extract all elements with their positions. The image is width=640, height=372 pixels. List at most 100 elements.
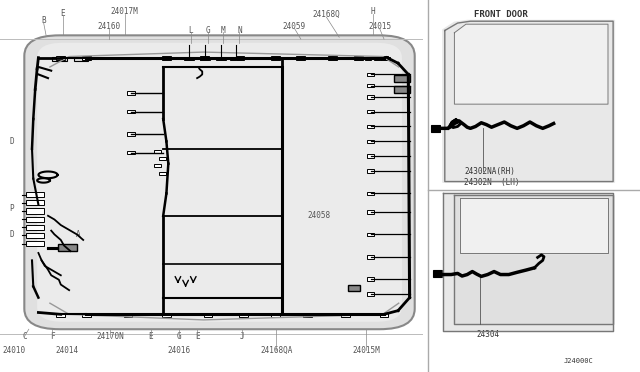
Bar — [467, 126, 474, 130]
Text: 24014: 24014 — [55, 346, 78, 355]
Bar — [296, 56, 305, 60]
Text: FRONT DOOR: FRONT DOOR — [474, 10, 527, 19]
Bar — [154, 150, 161, 153]
Bar — [26, 200, 44, 205]
Text: H: H — [371, 7, 376, 16]
Bar — [230, 57, 241, 60]
Bar — [271, 313, 280, 317]
Bar — [52, 57, 67, 61]
Text: D: D — [9, 230, 14, 239]
Text: C: C — [22, 332, 27, 341]
Bar — [236, 56, 244, 60]
FancyBboxPatch shape — [24, 35, 415, 329]
Bar — [56, 56, 65, 60]
Text: P: P — [9, 204, 14, 213]
Text: D: D — [9, 137, 14, 146]
Bar — [367, 192, 374, 195]
Text: 24168Q: 24168Q — [312, 10, 340, 19]
Bar — [431, 125, 440, 132]
Polygon shape — [443, 193, 613, 331]
Text: 24160: 24160 — [97, 22, 120, 31]
Bar — [303, 313, 312, 317]
Text: 24010: 24010 — [3, 346, 26, 355]
Text: B: B — [41, 16, 46, 25]
Text: 24015: 24015 — [368, 22, 391, 31]
Text: 24170N: 24170N — [96, 332, 124, 341]
Bar — [26, 192, 44, 197]
Bar — [367, 110, 374, 113]
Bar — [200, 57, 210, 60]
Bar — [354, 56, 363, 60]
Text: REAR DOOR: REAR DOOR — [474, 198, 522, 207]
Bar — [127, 91, 135, 95]
Text: E: E — [195, 332, 200, 341]
Bar — [367, 95, 374, 99]
Bar — [367, 169, 374, 173]
Bar — [271, 56, 280, 60]
Text: M: M — [220, 26, 225, 35]
Bar — [26, 225, 44, 230]
Bar — [204, 313, 212, 317]
FancyBboxPatch shape — [37, 43, 402, 322]
Polygon shape — [460, 198, 608, 253]
Bar — [159, 172, 166, 175]
Bar — [127, 110, 135, 113]
Bar — [184, 57, 194, 60]
Bar — [348, 285, 360, 291]
Bar — [458, 274, 466, 278]
Bar — [26, 233, 44, 238]
Bar — [374, 57, 381, 60]
Bar — [384, 57, 390, 60]
Bar — [367, 277, 374, 281]
Text: G: G — [205, 26, 211, 35]
Bar — [159, 157, 166, 160]
Text: A: A — [76, 230, 81, 239]
Bar — [489, 124, 497, 128]
Text: J24000C: J24000C — [563, 358, 593, 364]
Bar — [367, 73, 374, 76]
Text: 24016: 24016 — [167, 346, 190, 355]
Text: 24015M: 24015M — [352, 346, 380, 355]
Bar — [394, 75, 410, 82]
Text: J: J — [239, 332, 244, 341]
Text: 24058: 24058 — [307, 211, 330, 220]
Bar — [367, 232, 374, 236]
Bar — [367, 154, 374, 158]
Bar — [367, 292, 374, 296]
Bar — [239, 313, 248, 317]
Bar — [367, 140, 374, 143]
Bar — [216, 57, 226, 60]
Bar — [433, 270, 442, 277]
Bar — [74, 57, 88, 61]
Bar — [513, 126, 521, 130]
Bar — [26, 208, 44, 214]
Text: G: G — [177, 332, 182, 341]
Text: L: L — [188, 26, 193, 35]
Text: E: E — [148, 332, 154, 341]
Polygon shape — [443, 20, 614, 182]
Bar — [82, 313, 91, 317]
Bar — [328, 56, 337, 60]
Text: E: E — [60, 9, 65, 17]
Bar — [56, 313, 65, 317]
Bar — [367, 125, 374, 128]
Bar — [394, 86, 410, 93]
Polygon shape — [454, 195, 613, 324]
Bar — [58, 244, 77, 251]
Text: 24304: 24304 — [477, 330, 500, 339]
Text: 24017M: 24017M — [111, 7, 139, 16]
Text: 24302NA(RH): 24302NA(RH) — [464, 167, 515, 176]
Bar — [380, 56, 388, 60]
Bar — [365, 57, 371, 60]
Bar — [26, 241, 44, 246]
Text: 24168QA: 24168QA — [260, 346, 292, 355]
Bar — [162, 56, 171, 60]
Bar — [127, 151, 135, 154]
Bar — [124, 313, 132, 317]
Bar — [380, 313, 388, 317]
Text: F: F — [50, 332, 55, 341]
Bar — [367, 84, 374, 87]
Bar — [26, 217, 44, 222]
Text: N: N — [237, 26, 242, 35]
Bar — [127, 132, 135, 136]
